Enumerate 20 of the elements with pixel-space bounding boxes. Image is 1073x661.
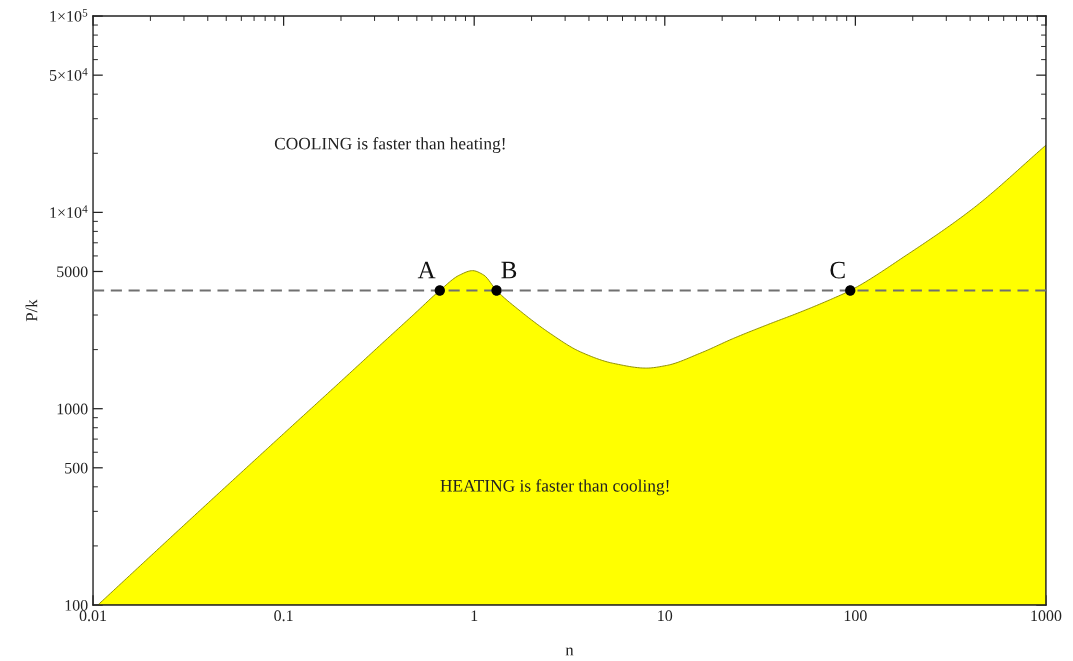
y-tick-label: 1×10$^{4}$ <box>50 205 88 218</box>
annotation: A <box>417 261 436 279</box>
y-tick-label: 100 <box>65 599 88 611</box>
x-tick-label: 0.01 <box>79 610 107 622</box>
x-axis-title: n <box>565 647 574 656</box>
x-tick-label: 0.1 <box>274 610 293 622</box>
y-tick-label: 5×10$^{4}$ <box>49 68 88 81</box>
x-tick-label: 100 <box>844 610 867 622</box>
x-tick-label: 10 <box>658 610 673 622</box>
annotation: COOLING is faster than heating! <box>274 137 505 154</box>
y-tick-label: 5000 <box>57 266 88 278</box>
y-tick-label: 1000 <box>57 403 88 415</box>
y-axis-title: P/k <box>25 299 38 322</box>
y-tick-label: 1×10$^{5}$ <box>50 9 88 22</box>
x-tick-label: 1000 <box>1031 610 1062 622</box>
y-tick-label: 500 <box>65 462 88 474</box>
annotation: C <box>830 261 845 279</box>
x-tick-label: 1 <box>471 610 478 621</box>
annotation: HEATING is faster than cooling! <box>440 479 669 496</box>
annotation: B <box>501 261 517 279</box>
